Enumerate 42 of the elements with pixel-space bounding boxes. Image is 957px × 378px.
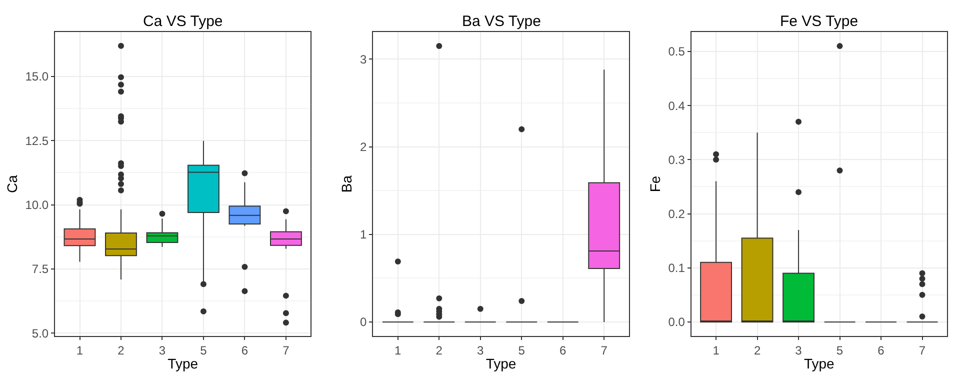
y-tick-label: 0.5 — [668, 44, 686, 59]
y-tick-label: 0.3 — [668, 152, 686, 167]
chart-title: Ca VS Type — [143, 13, 223, 30]
x-tick-label: 2 — [754, 343, 761, 358]
y-tick-label: 3 — [360, 52, 368, 66]
x-tick-label: 5 — [518, 343, 526, 358]
y-axis-title: Fe — [646, 176, 663, 192]
y-tick-label: 10.0 — [25, 198, 49, 212]
x-tick-label: 6 — [241, 343, 248, 358]
y-tick-label: 0.0 — [668, 315, 686, 330]
x-tick-label: 7 — [918, 343, 926, 358]
y-tick-label: 2 — [360, 140, 368, 154]
x-tick-label: 1 — [712, 343, 720, 358]
x-tick-label: 1 — [394, 343, 402, 358]
y-tick-label: 0 — [360, 315, 368, 330]
x-tick-label: 2 — [118, 343, 125, 358]
y-tick-label: 15.0 — [25, 70, 49, 84]
y-tick-label: 12.5 — [25, 134, 49, 148]
y-tick-label: 7.5 — [32, 262, 49, 276]
x-tick-label: 3 — [795, 343, 802, 358]
y-axis-title: Ca — [4, 174, 20, 193]
y-axis-title: Ba — [338, 175, 355, 193]
x-tick-label: 5 — [836, 343, 844, 358]
y-tick-label: 0.2 — [668, 206, 686, 221]
y-tick-label: 1 — [360, 228, 368, 242]
x-tick-label: 1 — [76, 343, 84, 358]
x-tick-label: 6 — [878, 343, 885, 358]
x-tick-label: 2 — [436, 343, 443, 358]
chart-title: Ba VS Type — [462, 13, 541, 30]
x-axis-title: Type — [804, 356, 835, 372]
x-tick-label: 3 — [477, 343, 484, 358]
x-axis-title: Type — [168, 356, 198, 372]
x-tick-label: 3 — [158, 343, 166, 358]
x-tick-label: 5 — [200, 343, 208, 358]
x-axis-title: Type — [486, 356, 516, 372]
chart-title: Fe VS Type — [780, 13, 858, 30]
x-tick-label: 6 — [560, 343, 567, 358]
y-tick-label: 0.1 — [668, 261, 686, 276]
x-tick-label: 7 — [282, 343, 290, 358]
y-tick-label: 0.4 — [668, 98, 686, 113]
x-tick-label: 7 — [600, 343, 608, 358]
y-tick-label: 5.0 — [32, 326, 49, 340]
